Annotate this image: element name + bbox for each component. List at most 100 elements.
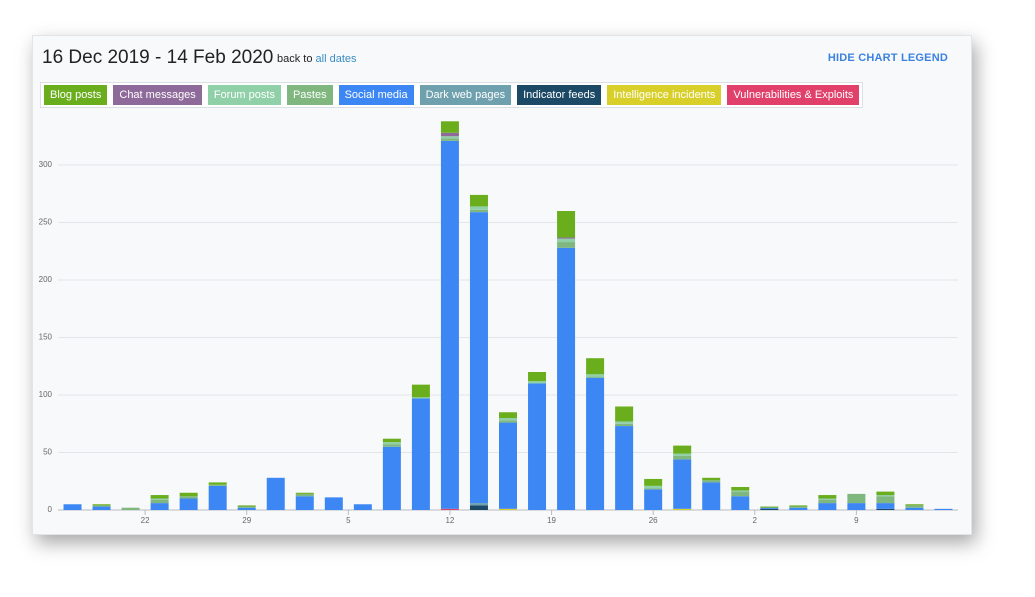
bar-segment xyxy=(644,489,663,510)
x-tick-label: 12 xyxy=(445,516,454,525)
bar-segment xyxy=(760,506,779,508)
bar-segment xyxy=(179,496,198,499)
date-range-title: 16 Dec 2019 - 14 Feb 2020 xyxy=(42,47,274,68)
bar-segment xyxy=(469,206,488,210)
bar-segment xyxy=(876,503,895,509)
bar-segment xyxy=(702,477,721,481)
bar-segment xyxy=(789,507,808,510)
bar-segment xyxy=(731,491,750,497)
x-tick-label: 2 xyxy=(753,516,758,525)
bar-segment xyxy=(673,453,692,456)
bar-segment xyxy=(121,507,140,510)
bar-segment xyxy=(615,421,634,424)
bar-segment xyxy=(353,504,372,510)
legend-chip[interactable]: Blog posts xyxy=(44,85,108,105)
bar-segment xyxy=(557,247,576,511)
x-tick-label: 5 xyxy=(346,516,351,525)
bar-segment xyxy=(150,498,169,500)
x-tick-label: 22 xyxy=(141,516,150,525)
bar-segment xyxy=(876,495,895,497)
bar-segment xyxy=(818,503,837,510)
bar-segment xyxy=(382,438,401,443)
legend-chip[interactable]: Pastes xyxy=(286,85,333,105)
bar-segment xyxy=(615,426,634,510)
bar-segment xyxy=(818,498,837,500)
y-tick-label: 150 xyxy=(39,333,53,342)
bar-segment xyxy=(440,138,459,141)
all-dates-link[interactable]: all dates xyxy=(315,53,357,65)
bar-segment xyxy=(469,503,488,506)
bar-segment xyxy=(237,507,256,510)
bar-segment xyxy=(905,504,924,506)
bar-segment xyxy=(411,398,430,510)
legend-chip[interactable]: Intelligence incidents xyxy=(607,85,722,105)
bar-segment xyxy=(411,397,430,399)
bar-segment xyxy=(179,492,198,497)
bar-segment xyxy=(818,499,837,504)
bar-segment xyxy=(586,358,605,375)
bar-segment xyxy=(440,132,459,137)
legend-chip[interactable]: Chat messages xyxy=(113,85,202,105)
bar-segment xyxy=(557,211,576,238)
bar-segment xyxy=(440,508,459,510)
x-tick-label: 19 xyxy=(547,516,556,525)
bar-segment xyxy=(382,444,401,447)
bar-segment xyxy=(731,487,750,491)
bar-segment xyxy=(92,506,111,510)
bar-segment xyxy=(847,503,866,510)
bar-segment xyxy=(905,507,924,510)
bar-segment xyxy=(847,493,866,504)
back-to-text: back to xyxy=(277,53,313,65)
bar-segment xyxy=(673,508,692,510)
bar-segment xyxy=(557,238,576,243)
bar-segment xyxy=(760,508,779,510)
bar-segment xyxy=(586,374,605,377)
bar-segment xyxy=(208,484,227,486)
bar-segment xyxy=(499,418,517,421)
bar-segment xyxy=(469,505,488,510)
legend-chip[interactable]: Forum posts xyxy=(207,85,281,105)
y-tick-label: 0 xyxy=(48,505,53,514)
bar-segment xyxy=(644,485,663,489)
legend-chip[interactable]: Indicator feeds xyxy=(517,85,602,105)
bar-segment xyxy=(469,194,488,207)
bar-segment xyxy=(586,377,605,510)
legend-chip[interactable]: Social media xyxy=(338,85,414,105)
bar-segment xyxy=(905,505,924,508)
y-tick-label: 300 xyxy=(39,160,53,169)
bar-segment xyxy=(673,455,692,460)
bar-segment xyxy=(92,504,111,506)
bar-segment xyxy=(673,459,692,509)
x-tick-label: 26 xyxy=(649,516,658,525)
legend-chip[interactable]: Dark web pages xyxy=(419,85,512,105)
bar-segment xyxy=(760,507,779,509)
bar-segment xyxy=(499,420,517,423)
bar-segment xyxy=(876,496,895,504)
bar-segment xyxy=(382,446,401,510)
back-link-row: back to all dates xyxy=(277,53,357,65)
bar-segment xyxy=(528,383,547,510)
bar-segment xyxy=(789,505,808,507)
bar-segment xyxy=(237,506,256,508)
bar-segment xyxy=(469,212,488,504)
bar-segment xyxy=(92,505,111,507)
bar-segment xyxy=(382,442,401,445)
bar-segment xyxy=(789,506,808,508)
bar-segment xyxy=(557,242,576,248)
bar-segment xyxy=(528,381,547,384)
bar-segment xyxy=(150,503,169,510)
bar-segment xyxy=(876,491,895,496)
bar-segment xyxy=(586,376,605,378)
bar-segment xyxy=(440,140,459,509)
bar-segment xyxy=(208,482,227,485)
legend-chip[interactable]: Vulnerabilities & Exploits xyxy=(727,85,860,105)
y-tick-label: 100 xyxy=(39,390,53,399)
bar-segment xyxy=(499,422,517,509)
legend-toggle[interactable]: HIDE CHART LEGEND xyxy=(827,52,948,64)
bar-segment xyxy=(295,496,314,510)
bar-segment xyxy=(469,209,488,213)
bar-segment xyxy=(150,499,169,504)
bar-segment xyxy=(150,495,169,499)
